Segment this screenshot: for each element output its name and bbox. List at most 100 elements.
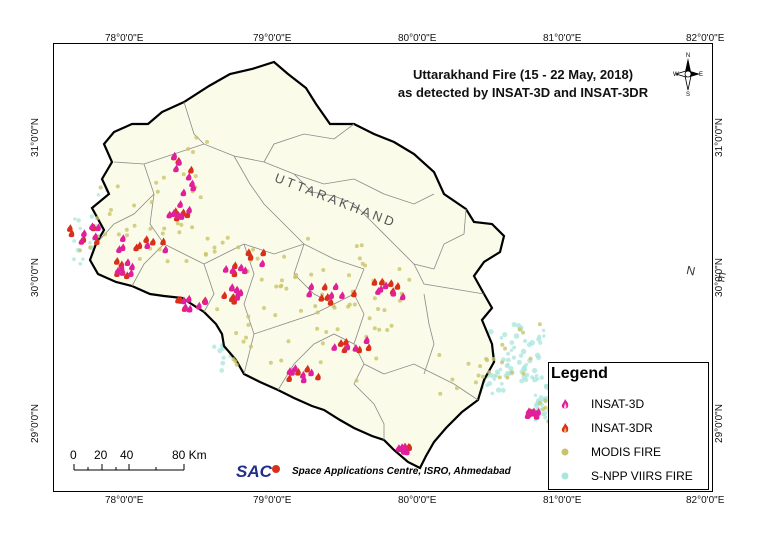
modis-fire-point [273,313,278,318]
viirs-fire-point [526,342,532,348]
modis-fire-point [331,304,336,309]
viirs-fire-point [516,359,522,365]
viirs-fire-point [542,334,546,338]
viirs-fire-point [544,384,550,390]
viirs-fire-point [511,321,517,328]
viirs-fire-point [490,391,495,396]
insat-3d-fire-point [173,164,179,173]
bottom-tick-82: 82°0'0"E [686,495,725,506]
insat-3d-fire-point [259,259,265,268]
insat-3dr-fire-point [295,367,301,376]
insat-3dr-fire-point [318,293,325,302]
insat-3dr-fire-point [149,237,156,246]
modis-fire-point [324,329,329,334]
modis-fire-point [165,259,170,264]
modis-fire-point [538,401,543,406]
modis-fire-point [193,174,198,179]
insat-3d-fire-point [166,210,173,219]
insat-3d-fire-point [328,291,335,300]
modis-fire-point [318,360,323,365]
modis-fire-point [397,267,402,272]
modis-fire-point [181,172,186,177]
viirs-fire-point [493,374,497,378]
modis-fire-point [125,233,130,238]
legend-item-insat3dr: INSAT-3DR [555,421,653,435]
bottom-tick-78: 78°0'0"E [105,495,144,506]
viirs-fire-point [78,261,83,266]
viirs-fire-point [520,348,527,355]
viirs-fire-point [509,340,515,345]
insat-3dr-fire-point [221,291,227,299]
modis-fire-point [186,146,191,151]
modis-fire-point [509,370,514,375]
modis-fire-point [244,335,249,340]
viirs-fire-point [523,338,528,344]
viirs-fire-point [72,239,77,243]
modis-fire-point [484,356,489,361]
modis-fire-point [234,362,239,367]
insat-3d-fire-point [390,288,397,297]
viirs-fire-point [81,257,85,261]
insat-3d-fire-point [399,292,406,301]
insat-3dr-fire-point [175,295,181,304]
modis-fire-point [367,316,372,321]
modis-fire-point [476,373,481,378]
insat-3d-fire-point [339,291,345,300]
insat-3d-fire-point [182,303,188,311]
modis-fire-point [500,342,505,347]
modis-fire-point [194,135,199,140]
insat-3d-fire-point [202,297,209,306]
viirs-fire-point [492,377,497,382]
insat-3d-fire-point [363,335,370,344]
insat-3d-fire-point [375,287,381,295]
insat-3d-fire-point [238,263,244,272]
modis-fire-point [284,286,289,291]
insat-3dr-fire-point [327,297,334,306]
insat-3d-fire-point [118,264,125,272]
viirs-fire-point [509,348,514,353]
insat-3d-fire-point [331,343,338,351]
modis-fire-point [161,175,166,180]
bottom-tick-79: 79°0'0"E [253,495,292,506]
legend-label-insat3dr: INSAT-3DR [591,421,653,435]
insat-3dr-fire-point [260,248,267,257]
viirs-fire-point [494,369,500,375]
insat-3d-fire-point [175,211,181,219]
sac-logo-text: SAC [236,462,273,481]
insat-3d-fire-point [114,266,121,275]
viirs-fire-point [89,214,95,219]
modis-fire-point [450,377,455,382]
viirs-fire-point [221,355,226,360]
viirs-fire-point [511,355,517,360]
scale-bar-line [73,464,185,471]
insat-3dr-fire-point [123,271,130,280]
map-title-line2: as detected by INSAT-3D and INSAT-3DR [397,85,649,100]
modis-fire-point [274,284,279,289]
insat-3dr-fire-point [324,293,331,301]
top-tick-79: 79°0'0"E [253,33,292,44]
modis-fire-point [215,307,220,312]
right-tick-31: 31°0'0"N [713,118,725,157]
modis-fire-point [162,226,167,231]
viirs-fire-point [543,415,548,420]
insat-3d-fire-point [162,245,169,254]
left-tick-30: 30°0'0"N [29,258,41,297]
modis-fire-point [251,247,256,252]
insat-3dr-fire-point [379,277,385,286]
insat-3d-fire-point [401,447,407,455]
viirs-fire-point [541,410,548,416]
viirs-fire-point [88,240,92,245]
viirs-fire-point [76,218,81,223]
modis-fire-point [313,304,318,309]
insat-3d-fire-point [185,172,192,181]
modis-fire-point [497,375,502,380]
modis-fire-point [363,263,368,268]
viirs-fire-point [487,380,493,387]
viirs-fire-point [524,372,530,378]
insat-3dr-fire-point [286,374,292,382]
insat-3d-fire-point [95,223,101,232]
modis-fire-point [78,248,83,253]
insat-3d-fire-point [229,266,236,275]
modis-fire-point [293,275,298,280]
modis-fire-point [298,308,303,313]
